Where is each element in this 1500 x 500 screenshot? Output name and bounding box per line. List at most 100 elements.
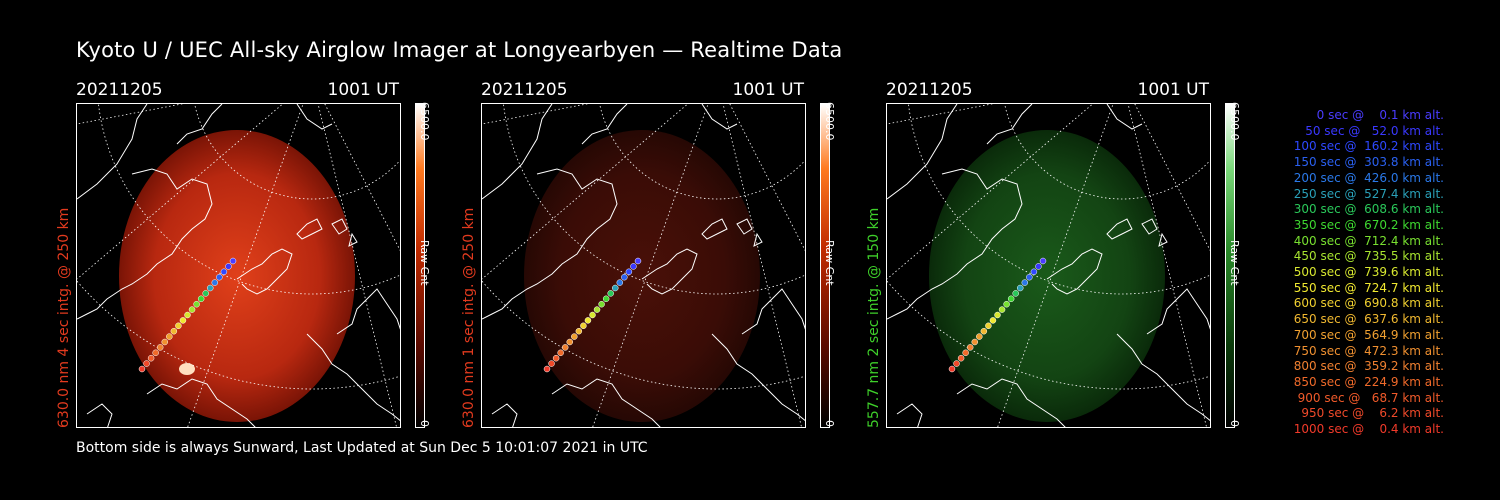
legend-row: 850 sec @ 224.9 km alt. bbox=[1289, 374, 1444, 389]
imager-panel-557nm-2sec: 20211205 1001 UT 557.7 nm 2 sec intg. @ … bbox=[866, 80, 1306, 430]
trajectory-point bbox=[985, 322, 992, 330]
trajectory-point bbox=[152, 349, 159, 357]
trajectory-point bbox=[166, 333, 173, 340]
legend-row: 500 sec @ 739.6 km alt. bbox=[1289, 265, 1444, 280]
trajectory-point bbox=[1039, 257, 1047, 265]
trajectory-point bbox=[980, 327, 988, 335]
legend-row: 1000 sec @ 0.4 km alt. bbox=[1293, 422, 1444, 437]
trajectory-point bbox=[188, 306, 196, 313]
trajectory-point bbox=[948, 365, 956, 373]
legend-row: 350 sec @ 670.2 km alt. bbox=[1289, 217, 1444, 232]
allsky-image bbox=[886, 103, 1211, 428]
footer-note: Bottom side is always Sunward, Last Upda… bbox=[76, 440, 648, 456]
colorbar-unit: Raw Cnt bbox=[1228, 240, 1241, 286]
trajectory-point bbox=[557, 349, 564, 357]
trajectory-point bbox=[207, 284, 214, 292]
trajectory-point bbox=[170, 327, 178, 335]
panel-time: 1001 UT bbox=[327, 80, 400, 100]
trajectory-point bbox=[184, 311, 191, 319]
colorbar-max: 6500.0 bbox=[1228, 102, 1241, 141]
trajectory-point bbox=[179, 317, 187, 324]
trajectory-point bbox=[156, 344, 164, 351]
legend-row: 150 sec @ 303.8 km alt. bbox=[1289, 155, 1444, 170]
trajectory-point bbox=[1035, 263, 1042, 270]
lat-lon-grid bbox=[887, 104, 1210, 427]
trajectory-point bbox=[552, 354, 560, 362]
trajectory-point bbox=[607, 290, 614, 297]
page-title: Kyoto U / UEC All-sky Airglow Imager at … bbox=[76, 38, 843, 62]
airglow-disk bbox=[929, 130, 1165, 422]
trajectory-point bbox=[625, 268, 633, 276]
imager-panel-630nm-4sec: 20211205 1001 UT 630.0 nm 4 sec intg. @ … bbox=[56, 80, 496, 430]
trajectory-point bbox=[225, 263, 232, 270]
trajectory-point bbox=[598, 300, 605, 308]
colorbar bbox=[415, 103, 425, 428]
allsky-image bbox=[76, 103, 401, 428]
wavelength-label: 630.0 nm 4 sec intg. @ 250 km bbox=[56, 207, 72, 428]
wavelength-label: 557.7 nm 2 sec intg. @ 150 km bbox=[866, 207, 882, 428]
trajectory-point bbox=[211, 279, 219, 286]
trajectory-point bbox=[580, 322, 587, 330]
legend-row: 400 sec @ 712.4 km alt. bbox=[1289, 233, 1444, 248]
lat-lon-grid bbox=[77, 104, 400, 427]
legend-row: 750 sec @ 472.3 km alt. bbox=[1289, 343, 1444, 358]
trajectory-point bbox=[561, 344, 569, 351]
colorbar-min: 0 bbox=[823, 420, 836, 427]
trajectory-point bbox=[589, 311, 596, 319]
legend-row: 650 sec @ 637.6 km alt. bbox=[1289, 312, 1444, 327]
trajectory-point bbox=[593, 306, 601, 313]
trajectory-point bbox=[566, 338, 573, 346]
trajectory-point bbox=[584, 317, 592, 324]
trajectory-point bbox=[612, 284, 619, 292]
trajectory-point bbox=[1007, 295, 1015, 303]
trajectory-point bbox=[220, 268, 228, 276]
panel-date: 20211205 bbox=[481, 80, 568, 100]
allsky-map bbox=[887, 104, 1210, 427]
legend-row: 200 sec @ 426.0 km alt. bbox=[1289, 170, 1444, 185]
legend-row: 450 sec @ 735.5 km alt. bbox=[1289, 249, 1444, 264]
legend-row: 600 sec @ 690.8 km alt. bbox=[1289, 296, 1444, 311]
allsky-map bbox=[482, 104, 805, 427]
trajectory-point bbox=[976, 333, 983, 340]
colorbar bbox=[820, 103, 830, 428]
panel-date: 20211205 bbox=[886, 80, 973, 100]
wavelength-label: 630.0 nm 1 sec intg. @ 250 km bbox=[461, 207, 477, 428]
trajectory-point bbox=[216, 273, 223, 281]
trajectory-point bbox=[971, 338, 978, 346]
trajectory-point bbox=[616, 279, 624, 286]
legend-row: 900 sec @ 68.7 km alt. bbox=[1293, 390, 1444, 405]
panel-date: 20211205 bbox=[76, 80, 163, 100]
imager-panel-630nm-1sec: 20211205 1001 UT 630.0 nm 1 sec intg. @ … bbox=[461, 80, 901, 430]
trajectory-legend: 0 sec @ 0.1 km alt. 50 sec @ 52.0 km alt… bbox=[1250, 108, 1444, 438]
trajectory-point bbox=[193, 300, 200, 308]
panel-time: 1001 UT bbox=[732, 80, 805, 100]
legend-row: 800 sec @ 359.2 km alt. bbox=[1289, 359, 1444, 374]
panel-time: 1001 UT bbox=[1137, 80, 1210, 100]
legend-row: 700 sec @ 564.9 km alt. bbox=[1289, 327, 1444, 342]
trajectory-point bbox=[1021, 279, 1029, 286]
legend-row: 0 sec @ 0.1 km alt. bbox=[1305, 108, 1444, 122]
lat-lon-grid bbox=[482, 104, 805, 427]
trajectory-point bbox=[147, 354, 155, 362]
legend-row: 550 sec @ 724.7 km alt. bbox=[1289, 280, 1444, 295]
trajectory-point bbox=[630, 263, 637, 270]
trajectory-point bbox=[957, 354, 965, 362]
coastline bbox=[77, 104, 400, 427]
trajectory-point bbox=[621, 273, 628, 281]
trajectory-point bbox=[229, 257, 237, 265]
colorbar-unit: Raw Cnt bbox=[418, 240, 431, 286]
trajectory-point bbox=[1003, 300, 1010, 308]
trajectory-point bbox=[143, 360, 150, 367]
trajectory-point bbox=[548, 360, 555, 367]
coastline bbox=[887, 104, 1210, 427]
trajectory-point bbox=[202, 290, 209, 297]
trajectory-point bbox=[1026, 273, 1033, 281]
allsky-map bbox=[77, 104, 400, 427]
trajectory-point bbox=[1017, 284, 1024, 292]
colorbar bbox=[1225, 103, 1235, 428]
trajectory-point bbox=[197, 295, 205, 303]
trajectory-point bbox=[953, 360, 960, 367]
trajectory-point bbox=[994, 311, 1001, 319]
colorbar-unit: Raw Cnt bbox=[823, 240, 836, 286]
trajectory-point bbox=[543, 365, 551, 373]
